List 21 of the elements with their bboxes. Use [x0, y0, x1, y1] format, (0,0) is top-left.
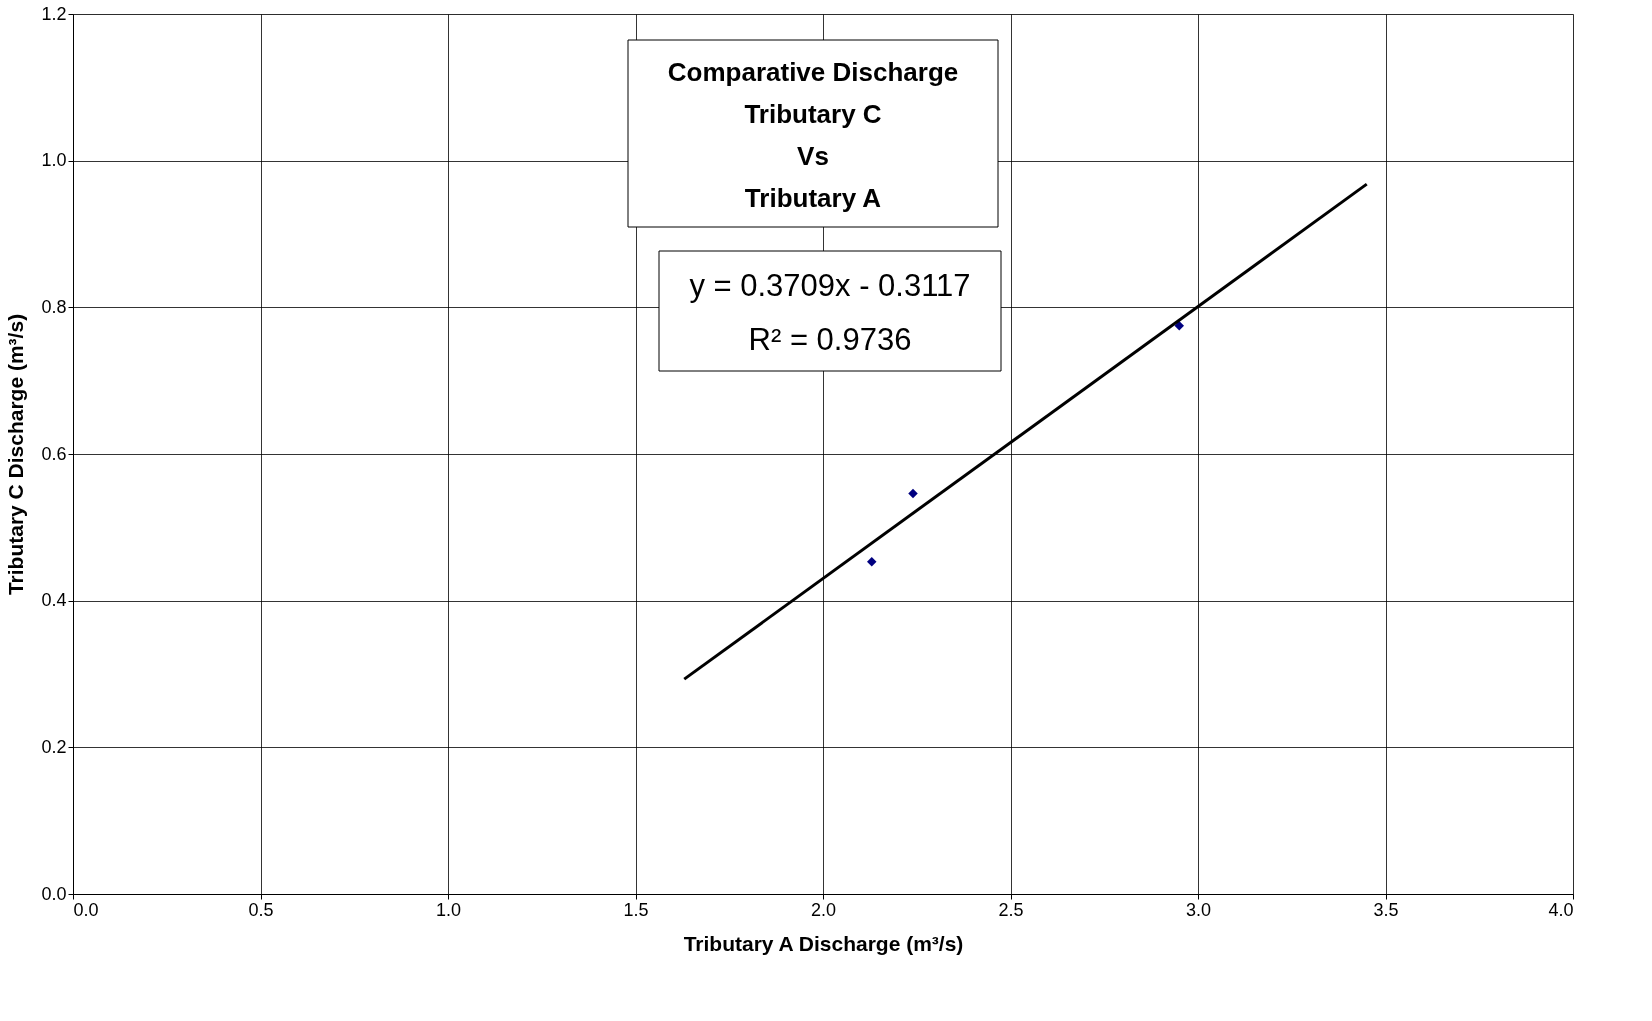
y-tick-label: 1.2: [41, 3, 67, 24]
annotation: R² = 0.9736: [748, 322, 912, 357]
x-tick-label: 0.5: [248, 899, 274, 920]
x-tick-label: 2.5: [998, 899, 1024, 920]
x-axis-title: Tributary A Discharge (m³/s): [683, 931, 964, 955]
x-tick-label: 1.5: [623, 899, 649, 920]
y-axis-title: Tributary C Discharge (m³/s): [4, 313, 28, 596]
x-tick-label: 1.0: [435, 899, 462, 920]
x-tick-label: 4.0: [1548, 899, 1574, 920]
x-tick-label: 0.0: [73, 899, 99, 920]
y-tick-label: 1.0: [41, 150, 67, 171]
y-tick-label: 0.2: [41, 736, 67, 757]
x-tick-label: 3.5: [1373, 899, 1399, 920]
text: Comparative Discharge Tributary C Vs Tributary A: [667, 57, 959, 213]
y-tick-label: 0.4: [41, 590, 67, 611]
x-tick-label: 3.0: [1185, 899, 1212, 920]
x-tick-label: 2.0: [810, 899, 837, 920]
y-tick-label: 0.0: [41, 883, 67, 904]
y-tick-label: 0.6: [41, 443, 67, 464]
y-tick-label: 0.8: [41, 296, 67, 317]
annotation: y = 0.3709x - 0.3117: [689, 268, 971, 303]
